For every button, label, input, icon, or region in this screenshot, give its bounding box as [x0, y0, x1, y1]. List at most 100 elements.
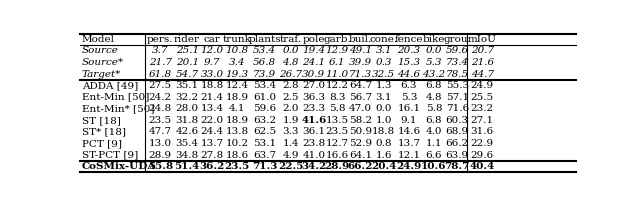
Text: 55.3: 55.3: [445, 81, 468, 90]
Text: 59.6: 59.6: [445, 46, 468, 56]
Text: 60.3: 60.3: [445, 116, 468, 125]
Text: 4.8: 4.8: [282, 58, 299, 67]
Text: 0.0: 0.0: [376, 104, 392, 113]
Text: 53.4: 53.4: [253, 81, 276, 90]
Text: 27.5: 27.5: [148, 81, 172, 90]
Text: 18.8: 18.8: [200, 81, 224, 90]
Text: 64.1: 64.1: [349, 151, 372, 159]
Text: 64.7: 64.7: [349, 81, 372, 90]
Text: 16.6: 16.6: [326, 151, 349, 159]
Text: 61.0: 61.0: [253, 93, 276, 102]
Text: 71.3: 71.3: [349, 70, 372, 79]
Text: 24.1: 24.1: [302, 58, 325, 67]
Text: trunk: trunk: [223, 35, 252, 44]
Text: 40.4: 40.4: [470, 162, 495, 171]
Text: Model: Model: [82, 35, 115, 44]
Text: 57.1: 57.1: [445, 93, 468, 102]
Text: 12.1: 12.1: [397, 151, 420, 159]
Text: 8.3: 8.3: [329, 93, 346, 102]
Text: 4.0: 4.0: [426, 127, 442, 136]
Text: 13.7: 13.7: [200, 139, 224, 148]
Text: ST* [18]: ST* [18]: [82, 127, 126, 136]
Text: 78.5: 78.5: [445, 70, 468, 79]
Text: car: car: [204, 35, 221, 44]
Text: 1.0: 1.0: [376, 116, 392, 125]
Text: 53.4: 53.4: [253, 46, 276, 56]
Text: 28.0: 28.0: [175, 104, 198, 113]
Text: 35.1: 35.1: [175, 81, 198, 90]
Text: 23.3: 23.3: [302, 104, 325, 113]
Text: 1.3: 1.3: [376, 81, 392, 90]
Text: 2.0: 2.0: [282, 104, 299, 113]
Text: 22.9: 22.9: [470, 139, 494, 148]
Text: 6.6: 6.6: [426, 151, 442, 159]
Text: PCT [9]: PCT [9]: [82, 139, 122, 148]
Text: 12.4: 12.4: [226, 81, 249, 90]
Text: mIoU: mIoU: [468, 35, 497, 44]
Text: Ent-Min [50]: Ent-Min [50]: [82, 93, 149, 102]
Text: 13.0: 13.0: [148, 139, 172, 148]
Text: 22.5: 22.5: [278, 162, 303, 171]
Text: 11.0: 11.0: [326, 70, 349, 79]
Text: 13.7: 13.7: [397, 139, 420, 148]
Text: 47.0: 47.0: [349, 104, 372, 113]
Text: 20.1: 20.1: [175, 58, 198, 67]
Text: 12.7: 12.7: [326, 139, 349, 148]
Text: 27.8: 27.8: [200, 151, 224, 159]
Text: 63.9: 63.9: [445, 151, 468, 159]
Text: 63.7: 63.7: [253, 151, 276, 159]
Text: 66.2: 66.2: [348, 162, 373, 171]
Text: plants: plants: [248, 35, 281, 44]
Text: 21.7: 21.7: [148, 58, 172, 67]
Text: 3.3: 3.3: [282, 127, 299, 136]
Text: 27.0: 27.0: [302, 81, 325, 90]
Text: 78.7: 78.7: [445, 162, 470, 171]
Text: 34.8: 34.8: [175, 151, 198, 159]
Text: 5.3: 5.3: [426, 58, 442, 67]
Text: 36.3: 36.3: [302, 93, 325, 102]
Text: 47.7: 47.7: [148, 127, 172, 136]
Text: 18.9: 18.9: [226, 116, 249, 125]
Text: 12.9: 12.9: [326, 46, 349, 56]
Text: 1.9: 1.9: [282, 116, 299, 125]
Text: 30.9: 30.9: [302, 70, 325, 79]
Text: 43.2: 43.2: [422, 70, 445, 79]
Text: 20.7: 20.7: [470, 46, 494, 56]
Text: 9.1: 9.1: [401, 116, 417, 125]
Text: ST-PCT [9]: ST-PCT [9]: [82, 151, 138, 159]
Text: 33.0: 33.0: [200, 70, 224, 79]
Text: rider: rider: [174, 35, 200, 44]
Text: 36.1: 36.1: [302, 127, 325, 136]
Text: 61.8: 61.8: [148, 70, 172, 79]
Text: 18.6: 18.6: [226, 151, 249, 159]
Text: 27.1: 27.1: [470, 116, 494, 125]
Text: 36.2: 36.2: [200, 162, 225, 171]
Text: 23.5: 23.5: [326, 127, 349, 136]
Text: 73.4: 73.4: [445, 58, 468, 67]
Text: 24.4: 24.4: [200, 127, 224, 136]
Text: 44.6: 44.6: [397, 70, 420, 79]
Text: 2.5: 2.5: [282, 93, 299, 102]
Text: 0.8: 0.8: [376, 139, 392, 148]
Text: 50.9: 50.9: [349, 127, 372, 136]
Text: pers.: pers.: [147, 35, 173, 44]
Text: 19.3: 19.3: [226, 70, 249, 79]
Text: 29.6: 29.6: [470, 151, 494, 159]
Text: ST [18]: ST [18]: [82, 116, 121, 125]
Text: fence: fence: [395, 35, 423, 44]
Text: 5.8: 5.8: [329, 104, 346, 113]
Text: 24.2: 24.2: [148, 93, 172, 102]
Text: 0.3: 0.3: [376, 58, 392, 67]
Text: 31.8: 31.8: [175, 116, 198, 125]
Text: traf.: traf.: [280, 35, 301, 44]
Text: 18.9: 18.9: [226, 93, 249, 102]
Text: 23.5: 23.5: [225, 162, 250, 171]
Text: 54.7: 54.7: [175, 70, 198, 79]
Text: 4.1: 4.1: [229, 104, 246, 113]
Text: 68.9: 68.9: [445, 127, 468, 136]
Text: 6.8: 6.8: [426, 116, 442, 125]
Text: 35.4: 35.4: [175, 139, 198, 148]
Text: 1.1: 1.1: [426, 139, 442, 148]
Text: 13.4: 13.4: [200, 104, 224, 113]
Text: 20.3: 20.3: [397, 46, 420, 56]
